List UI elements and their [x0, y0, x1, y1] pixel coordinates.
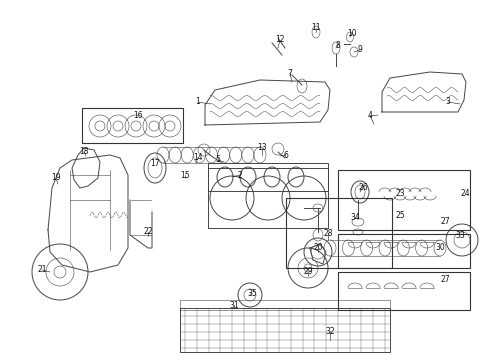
Text: 32: 32 [325, 328, 335, 337]
Bar [82, 108, 183, 143]
Text: 16: 16 [133, 111, 143, 120]
Text: 17: 17 [150, 158, 160, 167]
Text: 28: 28 [323, 229, 333, 238]
Bar [338, 234, 470, 268]
Text: 9: 9 [358, 45, 363, 54]
Bar [208, 163, 328, 191]
Text: 5: 5 [216, 156, 220, 165]
Text: 8: 8 [336, 40, 341, 49]
Text: 1: 1 [196, 98, 200, 107]
Text: 12: 12 [275, 36, 285, 45]
Text: 27: 27 [440, 275, 450, 284]
Text: 10: 10 [347, 28, 357, 37]
Bar [208, 168, 328, 228]
Text: 34: 34 [350, 213, 360, 222]
Text: 30: 30 [435, 243, 445, 252]
Text: 33: 33 [455, 230, 465, 239]
Text: 31: 31 [229, 301, 239, 310]
Text: 11: 11 [311, 23, 321, 32]
Bar [286, 198, 392, 268]
Text: 22: 22 [143, 228, 153, 237]
Text: 21: 21 [37, 266, 47, 274]
Text: 23: 23 [395, 189, 405, 198]
Text: 2: 2 [238, 171, 243, 180]
Bar [338, 170, 470, 230]
Text: 19: 19 [51, 174, 61, 183]
Text: 13: 13 [257, 144, 267, 153]
Bar [180, 308, 390, 352]
Text: 14: 14 [193, 153, 203, 162]
Text: 27: 27 [440, 217, 450, 226]
Text: 35: 35 [247, 288, 257, 297]
Text: 25: 25 [395, 211, 405, 220]
Text: 15: 15 [180, 171, 190, 180]
Text: 18: 18 [79, 148, 89, 157]
Text: 3: 3 [445, 98, 450, 107]
Text: 29: 29 [303, 267, 313, 276]
Bar [338, 272, 470, 310]
Text: 7: 7 [288, 68, 293, 77]
Text: 20: 20 [313, 243, 323, 252]
Bar [180, 300, 390, 310]
Text: 26: 26 [358, 183, 368, 192]
Text: 6: 6 [284, 150, 289, 159]
Text: 24: 24 [460, 189, 470, 198]
Text: 4: 4 [368, 112, 372, 121]
